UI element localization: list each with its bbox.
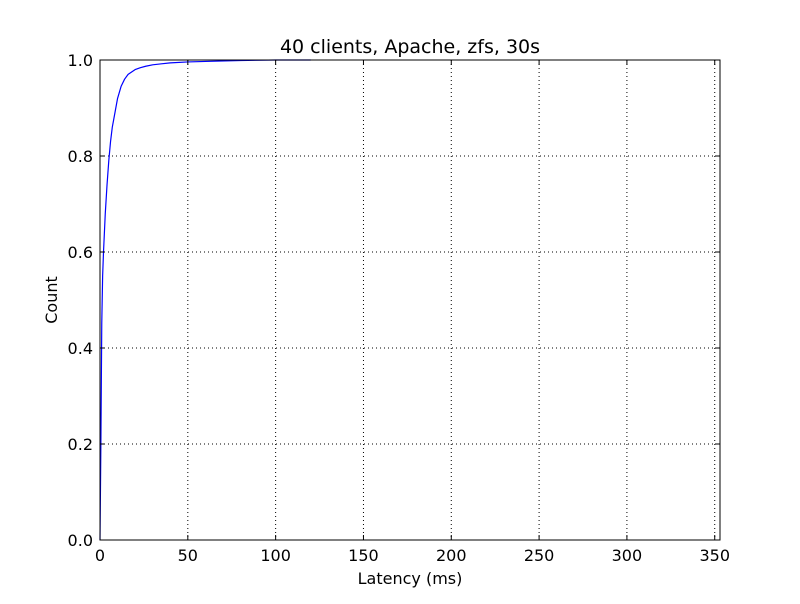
x-tick-label: 50 — [178, 546, 198, 565]
x-tick-label: 200 — [436, 546, 467, 565]
x-tick-label: 100 — [260, 546, 291, 565]
y-tick-label: 0.8 — [68, 147, 93, 166]
y-axis-label: Count — [42, 276, 61, 324]
series-line — [99, 59, 311, 541]
x-tick-label: 350 — [699, 546, 730, 565]
x-tick-label: 300 — [612, 546, 643, 565]
y-tick-label: 0.4 — [68, 339, 93, 358]
plot-frame — [99, 59, 721, 541]
tick-layer: 0 50 100 150 200 250 300 350 0.0 0.2 0.4 0.6 0.8 1.0 — [68, 51, 730, 565]
y-tick-label: 0.0 — [68, 531, 93, 550]
x-tick-label: 150 — [348, 546, 379, 565]
chart-title: 40 clients, Apache, zfs, 30s — [280, 36, 540, 58]
x-tick-label: 0 — [95, 546, 105, 565]
y-tick-label: 0.6 — [68, 243, 93, 262]
x-axis-label: Latency (ms) — [358, 569, 463, 588]
y-tick-label: 0.2 — [68, 435, 93, 454]
series-layer — [99, 59, 311, 541]
x-tick-label: 250 — [524, 546, 555, 565]
y-tick-label: 1.0 — [68, 51, 93, 70]
